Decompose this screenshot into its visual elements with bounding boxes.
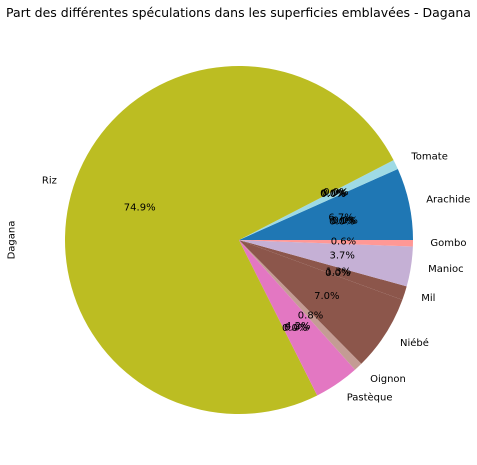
slice-label-pastèque: Pastèque	[347, 392, 393, 404]
slice-label-arachide: Arachide	[426, 195, 470, 206]
slice-pct-label: 0.8%	[298, 311, 323, 322]
slice-label-manioc: Manioc	[428, 264, 464, 275]
slice-label-niébé: Niébé	[400, 337, 429, 349]
slice-pct-label-zero: 0.0%	[282, 323, 307, 334]
pie-slice-manioc	[239, 240, 413, 287]
slice-pct-label-zero: 0.0%	[325, 268, 350, 279]
slice-label-tomate: Tomate	[410, 152, 447, 163]
slice-label-mil: Mil	[421, 293, 435, 304]
slice-pct-label-zero: 0.0%	[329, 216, 354, 227]
slice-label-riz: Riz	[42, 175, 57, 186]
chart-title: Part des différentes spéculations dans l…	[6, 5, 471, 20]
slice-pct-label: 4.2%	[285, 321, 310, 332]
slice-pct-label-zero: 0.0%	[320, 189, 345, 200]
pie-slice-pastèque	[239, 240, 355, 396]
slice-pct-label-zero: 0.0%	[284, 323, 309, 334]
slice-pct-label: 74.9%	[124, 202, 156, 213]
slice-pct-label-zero: 0.0%	[323, 187, 348, 198]
slice-pct-label-zero: 0.0%	[332, 216, 357, 227]
slice-pct-label: 0.0%	[320, 189, 345, 200]
slice-pct-label: 6.7%	[328, 213, 353, 224]
slice-pct-label-zero: 0.0%	[331, 216, 356, 227]
slice-pct-label-zero: 0.0%	[322, 188, 347, 199]
pie-slice-gombo	[239, 240, 414, 247]
pie-slice-oignon	[239, 240, 362, 370]
pie-slice-niébé	[239, 240, 403, 364]
slice-pct-label: 0.6%	[331, 237, 356, 248]
pie-slice-mil	[239, 240, 407, 300]
slice-label-gombo: Gombo	[430, 238, 466, 249]
pie-slice-arachide	[239, 168, 413, 240]
slice-pct-label: 1.3%	[326, 266, 351, 277]
pie-slice-riz	[64, 66, 394, 415]
slice-label-oignon: Oignon	[370, 374, 406, 385]
slice-pct-label: 3.7%	[329, 251, 354, 262]
slice-pct-label: 7.0%	[314, 291, 339, 302]
pie-slice-tomate	[239, 160, 398, 240]
